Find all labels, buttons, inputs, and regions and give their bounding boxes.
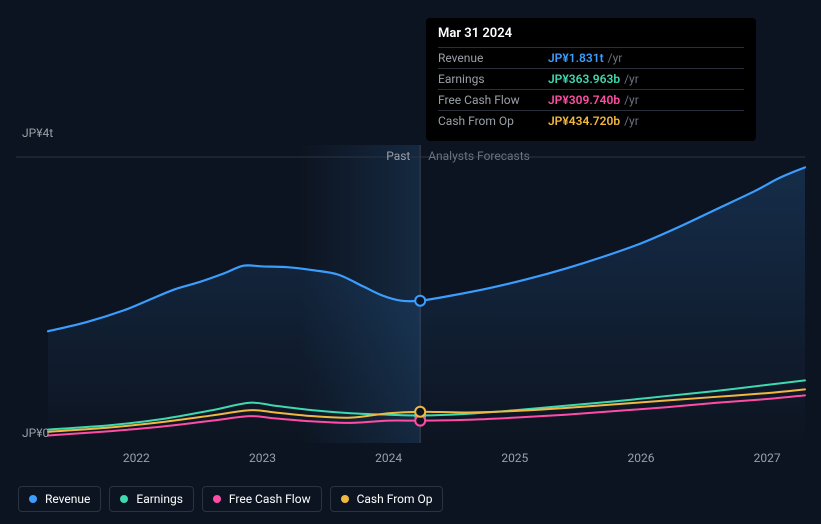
forecast-section-label: Analysts Forecasts xyxy=(428,149,530,163)
chart-legend: Revenue Earnings Free Cash Flow Cash From O… xyxy=(18,486,443,512)
tooltip-metric-label: Cash From Op xyxy=(438,114,548,128)
tooltip-metric-value: JP¥309.740b xyxy=(548,93,620,107)
legend-label: Cash From Op xyxy=(357,492,433,506)
legend-item[interactable]: Earnings xyxy=(109,486,194,512)
legend-dot-icon xyxy=(213,495,221,503)
x-axis-label: 2026 xyxy=(627,451,654,465)
legend-dot-icon xyxy=(341,495,349,503)
legend-label: Revenue xyxy=(45,492,90,506)
legend-label: Free Cash Flow xyxy=(229,492,311,506)
y-axis-label: JP¥0 xyxy=(22,426,49,440)
tooltip-unit: /yr xyxy=(608,51,623,65)
tooltip-metric-value: JP¥1.831t xyxy=(548,51,604,65)
x-axis-label: 2022 xyxy=(123,451,150,465)
tooltip-metric-label: Free Cash Flow xyxy=(438,93,548,107)
tooltip-unit: /yr xyxy=(624,72,639,86)
tooltip-unit: /yr xyxy=(624,114,639,128)
tooltip-row: RevenueJP¥1.831t/yr xyxy=(438,47,744,68)
x-axis-label: 2024 xyxy=(375,451,402,465)
y-axis-label: JP¥4t xyxy=(22,126,53,140)
chart-tooltip: Mar 31 2024 RevenueJP¥1.831t/yrEarningsJ… xyxy=(426,18,756,141)
tooltip-metric-label: Earnings xyxy=(438,72,548,86)
tooltip-metric-value: JP¥363.963b xyxy=(548,72,620,86)
tooltip-row: EarningsJP¥363.963b/yr xyxy=(438,68,744,89)
past-section-label: Past xyxy=(386,149,410,163)
x-axis-label: 2025 xyxy=(501,451,528,465)
legend-dot-icon xyxy=(29,495,37,503)
tooltip-date: Mar 31 2024 xyxy=(438,26,744,47)
legend-dot-icon xyxy=(120,495,128,503)
legend-label: Earnings xyxy=(136,492,183,506)
tooltip-unit: /yr xyxy=(624,93,639,107)
x-axis-label: 2023 xyxy=(249,451,276,465)
x-axis-label: 2027 xyxy=(754,451,781,465)
tooltip-row: Cash From OpJP¥434.720b/yr xyxy=(438,110,744,131)
tooltip-row: Free Cash FlowJP¥309.740b/yr xyxy=(438,89,744,110)
tooltip-metric-value: JP¥434.720b xyxy=(548,114,620,128)
legend-item[interactable]: Revenue xyxy=(18,486,101,512)
tooltip-metric-label: Revenue xyxy=(438,51,548,65)
legend-item[interactable]: Cash From Op xyxy=(330,486,444,512)
revenue-forecast-chart: JP¥0JP¥4t 202220232024202520262027 Past … xyxy=(0,0,821,524)
legend-item[interactable]: Free Cash Flow xyxy=(202,486,322,512)
